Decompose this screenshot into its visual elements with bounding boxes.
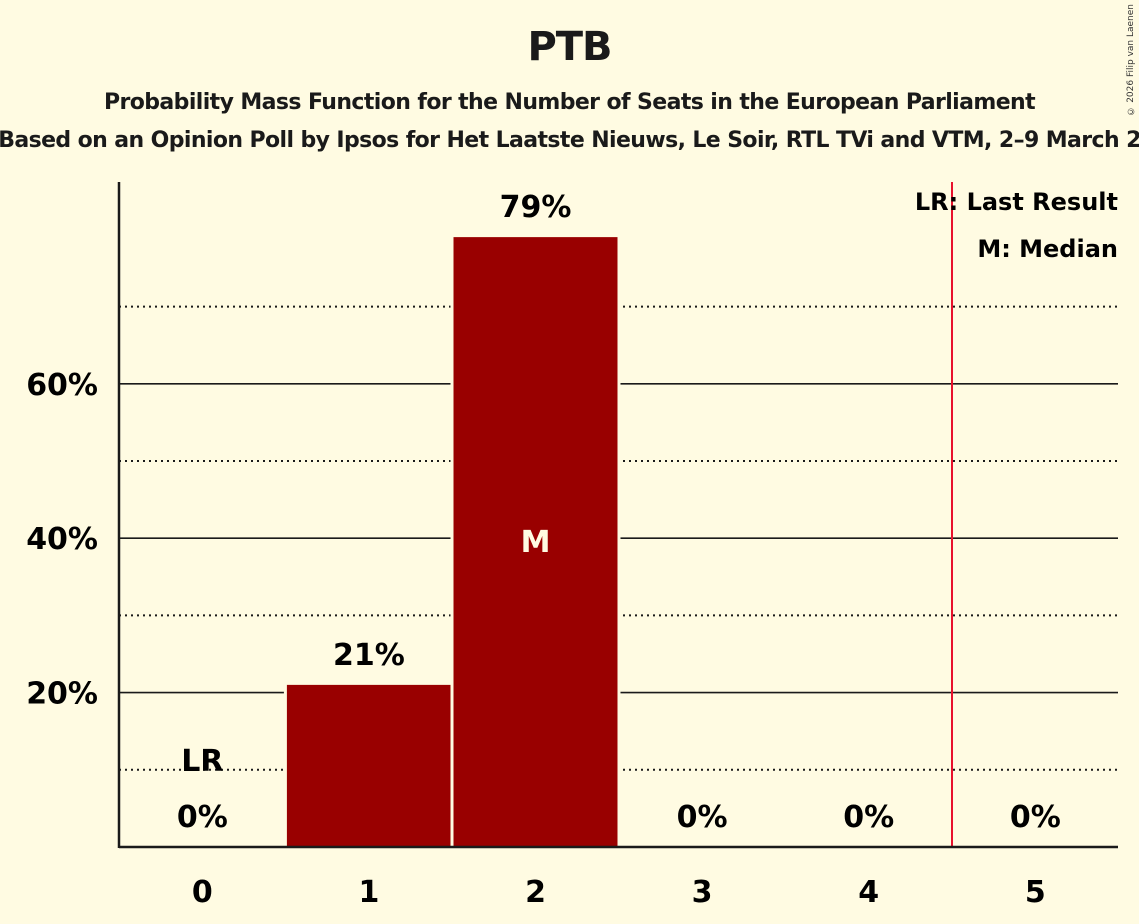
bar-value-label: 0% (177, 800, 228, 835)
legend-last-result: LR: Last Result (915, 188, 1118, 216)
bar-value-label: 79% (500, 190, 572, 225)
last-result-marker: LR (181, 744, 223, 779)
x-tick-label: 0 (192, 875, 213, 910)
bar-value-label: 0% (1010, 800, 1061, 835)
bar-seat-1 (286, 684, 451, 847)
chart-source-caption: Based on an Opinion Poll by Ipsos for He… (0, 128, 1139, 153)
bar-value-label: 21% (333, 638, 405, 673)
bar-value-labels: 0% 21% 79% 0% 0% 0% M LR (177, 190, 1061, 835)
axes: 20% 40% 60% 0 1 2 3 4 5 (26, 182, 1118, 910)
bars (283, 235, 621, 847)
y-tick-label: 40% (26, 522, 98, 557)
bar-seat-2 (453, 237, 618, 847)
bar-value-label: 0% (843, 800, 894, 835)
y-tick-label: 20% (26, 677, 98, 712)
chart-title: PTB (527, 24, 612, 70)
bar-value-label: 0% (677, 800, 728, 835)
legend-median: M: Median (977, 235, 1118, 263)
x-tick-label: 1 (358, 875, 379, 910)
x-tick-label: 2 (525, 875, 546, 910)
x-tick-label: 3 (692, 875, 713, 910)
x-tick-label: 4 (858, 875, 879, 910)
x-tick-label: 5 (1025, 875, 1046, 910)
median-marker: M (521, 525, 551, 560)
chart-subtitle: Probability Mass Function for the Number… (104, 90, 1036, 115)
y-tick-label: 60% (26, 368, 98, 403)
